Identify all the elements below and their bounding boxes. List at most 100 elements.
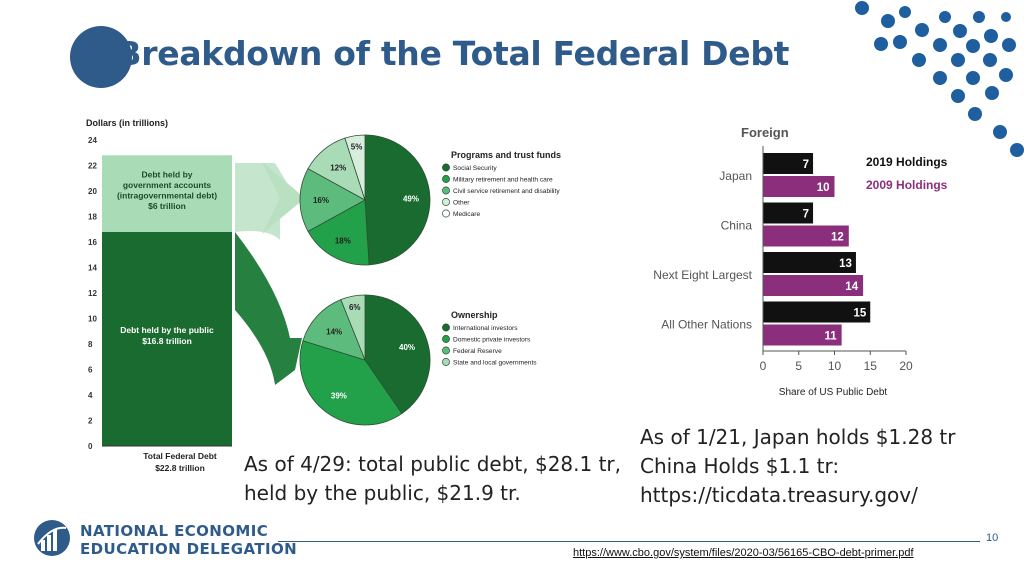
legend-label: Social Security (453, 165, 497, 172)
y-tick-label: 20 (88, 187, 97, 196)
cbo-debt-figure: Dollars (in trillions) 02468101214161820… (86, 118, 561, 473)
foreign-bars: Japan 7 10 China 7 12 Next Eight Largest 13 14 Al… (653, 153, 948, 346)
intragov-segment-label-3: (intragovernmental debt) (117, 191, 217, 201)
y-tick-label: 16 (88, 238, 97, 247)
pie-slice (299, 168, 366, 232)
pie-slice (344, 134, 366, 201)
ownership-pie: 40% 39% 14% 6% (299, 294, 431, 426)
globe-logo-icon (34, 520, 70, 556)
pie-slice-label: 14% (326, 328, 342, 337)
bar-segment-public (102, 231, 232, 446)
public-segment-label-1: Debt held by the public (120, 325, 214, 335)
bar-2009-value: 10 (817, 182, 830, 194)
pie-slice-label: 39% (331, 391, 347, 400)
foreign-category-label: China (721, 219, 753, 233)
bar-bottom-label-2: $22.8 trillion (155, 463, 205, 473)
page-number: 10 (986, 532, 999, 544)
programs-legend: Social Security Military retirement and h… (442, 163, 560, 218)
logo-line-2: EDUCATION DELEGATION (80, 540, 298, 558)
foreign-holdings-chart: Foreign Japan 7 10 China 7 12 Next Eight Large… (653, 125, 948, 398)
stacked-bar: Debt held by the public$16.8 trillion Deb… (102, 155, 232, 447)
decorative-dot-pattern (855, 1, 1024, 157)
bar-segment-intragovernmental (102, 155, 232, 232)
arrow-head-top (262, 162, 305, 234)
pie-slice-label: 49% (403, 195, 419, 204)
source-link[interactable]: https://www.cbo.gov/system/files/2020-03… (573, 547, 914, 559)
programs-pie: 49% 18% 16% 12% 5% (299, 134, 431, 266)
y-tick-label: 12 (88, 289, 97, 298)
legend-swatch (442, 209, 450, 218)
legend-swatch (442, 175, 450, 183)
pie-slice-label: 12% (330, 164, 346, 173)
foreign-category-label: Next Eight Largest (653, 268, 752, 282)
page-title: A Breakdown of the Total Federal Debt (80, 34, 790, 73)
legend-swatch (442, 163, 450, 172)
legend-label: State and local governments (453, 360, 537, 367)
foreign-holdings-note: As of 1/21, Japan holds $1.28 tr China H… (640, 423, 955, 510)
bar-2019 (763, 202, 814, 224)
bar-2019 (763, 301, 871, 323)
x-tick-label: 15 (864, 359, 878, 373)
y-tick-label: 24 (88, 136, 97, 145)
logo-line-1: NATIONAL ECONOMIC (80, 522, 269, 540)
foreign-x-axis: 0 5 10 15 20 (760, 146, 913, 373)
footer-divider (278, 541, 980, 542)
y-tick-label: 14 (88, 264, 97, 273)
y-tick-label: 4 (88, 391, 93, 400)
arrow-to-ownership-pie (235, 232, 302, 385)
organization-logo-text: NATIONAL ECONOMIC EDUCATION DELEGATION (80, 522, 297, 558)
pie-slice (340, 294, 366, 361)
pie-slice (364, 134, 431, 266)
intragov-segment-label-4: $6 trillion (148, 201, 186, 211)
legend-swatch (442, 346, 450, 355)
foreign-note-link[interactable]: https://ticdata.treasury.gov/ (640, 483, 918, 507)
legend-swatch (442, 186, 450, 195)
bar-2019 (763, 153, 814, 174)
foreign-note-line-1: As of 1/21, Japan holds $1.28 tr (640, 425, 956, 449)
foreign-category-label: Japan (719, 169, 752, 183)
y-tick-label: 6 (88, 366, 93, 375)
y-tick-label: 8 (88, 340, 93, 349)
bar-2019-value: 13 (839, 258, 852, 270)
bar-2009-value: 11 (824, 331, 837, 343)
public-segment-label-2: $16.8 trillion (142, 336, 192, 346)
x-tick-label: 5 (795, 359, 802, 373)
bar-2009-value: 14 (845, 281, 858, 293)
pie-slice (307, 199, 370, 266)
foreign-chart-title: Foreign (741, 125, 789, 140)
legend-swatch (442, 358, 450, 366)
y-tick-label: 22 (88, 162, 97, 171)
programs-legend-title: Programs and trust funds (451, 150, 561, 160)
bar-2009-value: 12 (831, 232, 844, 244)
bar-2009 (763, 324, 842, 346)
intragov-segment-label-2: government accounts (123, 180, 212, 190)
pie-slice-label: 18% (335, 236, 351, 245)
pie-slice-label: 40% (399, 343, 415, 352)
y-axis-label: Dollars (in trillions) (86, 118, 168, 128)
legend-2009: 2009 Holdings (866, 178, 948, 192)
legend-label: Domestic private investors (453, 337, 531, 344)
bar-bottom-label-1: Total Federal Debt (143, 451, 217, 461)
x-tick-label: 10 (828, 359, 842, 373)
legend-2019: 2019 Holdings (866, 155, 948, 169)
public-debt-note: As of 4/29: total public debt, $28.1 tr,… (244, 450, 621, 508)
y-tick-label: 18 (88, 213, 97, 222)
bar-2019-value: 7 (803, 159, 809, 171)
public-debt-note-line-1: As of 4/29: total public debt, $28.1 tr, (244, 452, 622, 476)
y-tick-label: 2 (88, 417, 93, 426)
bar-2019 (763, 252, 856, 273)
public-debt-note-line-2: held by the public, $21.9 tr. (244, 481, 521, 505)
pie-slice (302, 299, 366, 361)
foreign-x-axis-label: Share of US Public Debt (779, 387, 888, 398)
bar-2019-value: 7 (803, 209, 809, 221)
legend-swatch (442, 335, 450, 343)
y-tick-label: 10 (88, 315, 97, 324)
y-tick-label: 0 (88, 442, 93, 451)
legend-label: Other (453, 200, 470, 207)
pie-slice-label: 6% (349, 303, 361, 312)
bar-2009 (763, 225, 849, 247)
pie-slice (299, 340, 403, 426)
pie-slice-label: 16% (313, 196, 329, 205)
legend-label: Military retirement and health care (453, 177, 553, 184)
